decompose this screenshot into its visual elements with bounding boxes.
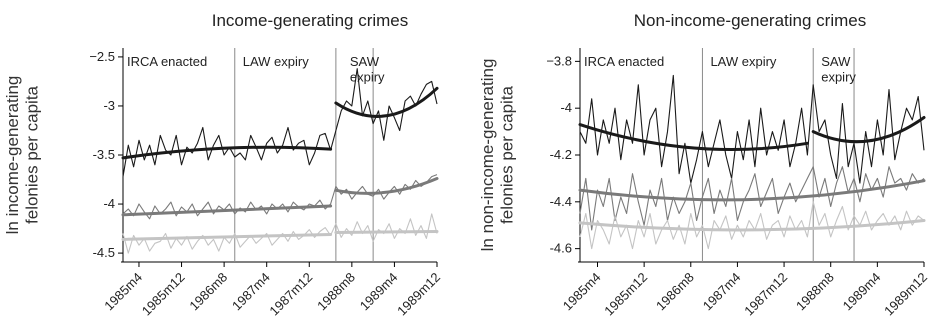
panel-2-series-fit-curve xyxy=(578,179,926,202)
panel-1-event-label-line: SAW xyxy=(350,54,380,69)
panel-1-y-tick-label: -3 xyxy=(103,98,115,113)
panel-1-event-label-line: IRCA enacted xyxy=(127,54,207,69)
panel-1-event-label: IRCA enacted xyxy=(127,54,207,69)
panel-2-event-label-line: expiry xyxy=(821,70,856,85)
panel-2-y-axis-label: ln non-income-generatingfelonies per cap… xyxy=(478,59,517,252)
panel-2-x-tick-label: 1986m8 xyxy=(653,270,697,314)
panel-2-series-fit-curve xyxy=(578,219,926,232)
panel-2-y-axis-label-line: ln non-income-generating xyxy=(478,59,497,252)
panel-2-x-tick-label: 1989m12 xyxy=(881,270,929,319)
panel-2-y-tick-label: -4 xyxy=(560,100,572,115)
panel-2-event-label-line: LAW expiry xyxy=(710,54,776,69)
panel-2-series-fit-curve xyxy=(811,116,926,144)
panel-2-series-raw-line xyxy=(579,201,925,250)
panel-1-series-fit-curve xyxy=(334,177,439,195)
panel-2-event-label-line: SAW xyxy=(821,54,851,69)
panel-1-series-fit-curve xyxy=(334,86,439,118)
panel-2-y-axis-label-line: felonies per capita xyxy=(498,85,517,224)
panel-2-event-label: LAW expiry xyxy=(710,54,776,69)
panel-2-y-tick-label: -4.6 xyxy=(550,241,572,256)
panel-1-series-fit-curve xyxy=(121,145,333,160)
panel-2-y-tick-label: -4.4 xyxy=(550,194,572,209)
panel-1-series-raw-line xyxy=(122,68,438,177)
panel-1-event-label-line: LAW expiry xyxy=(243,54,309,69)
panel-1-y-axis-label-line: felonies per capita xyxy=(23,85,42,224)
panel-1-y-axis-label-line: ln income-generating xyxy=(3,76,22,235)
panel-1-y-tick-label: −2.5 xyxy=(89,49,115,64)
panel-2-title: Non-income-generating crimes xyxy=(634,11,866,30)
panel-2-x-tick-label: 1989m4 xyxy=(840,270,884,314)
panel-1-x-tick-label: 1989m12 xyxy=(394,270,443,319)
panel-1-x-tick-label: 1985m12 xyxy=(139,270,188,319)
panel-2-x-tick-label: 1987m4 xyxy=(700,270,744,314)
panel-1-series-fit-curve xyxy=(334,230,439,234)
panel-2-x-tick-label: 1985m12 xyxy=(601,270,650,319)
panel-2-x-tick-label: 1987m12 xyxy=(741,270,790,319)
panel-2-y-tick-label: −3.8 xyxy=(546,53,572,68)
panel-2-x-tick-label: 1985m4 xyxy=(560,270,604,314)
panel-1-series-fit-curve xyxy=(121,204,333,217)
panel-2-event-label: IRCA enacted xyxy=(584,54,664,69)
panel-2-y-tick-label: -4.2 xyxy=(550,147,572,162)
panel-1-x-tick-label: 1987m12 xyxy=(266,270,315,319)
panel-1-title: Income-generating crimes xyxy=(212,11,409,30)
panel-2-x-tick-label: 1988m8 xyxy=(793,270,837,314)
panel-1-group: Income-generating crimes ln income-genera… xyxy=(3,11,443,318)
panel-1-y-tick-label: -3.5 xyxy=(93,147,115,162)
panel-2-event-label-line: IRCA enacted xyxy=(584,54,664,69)
panel-1-y-tick-label: -4 xyxy=(103,196,115,211)
panel-1-x-tick-label: 1988m8 xyxy=(314,270,358,314)
panel-2-series-fit-curve xyxy=(578,123,809,152)
panel-2-series-raw-line xyxy=(579,74,925,184)
panel-1-y-axis-label: ln income-generatingfelonies per capita xyxy=(3,76,42,235)
panel-1-x-tick-label: 1986m8 xyxy=(186,270,230,314)
panel-1-series-raw-line xyxy=(122,213,438,254)
panel-1-y-tick-label: -4.5 xyxy=(93,245,115,260)
panel-1-event-label: LAW expiry xyxy=(243,54,309,69)
panel-2-event-label: SAW expiry xyxy=(821,54,856,85)
panel-1-series-fit-curve xyxy=(121,233,333,241)
panel-2-group: Non-income-generating crimes ln non-incom… xyxy=(478,11,929,318)
